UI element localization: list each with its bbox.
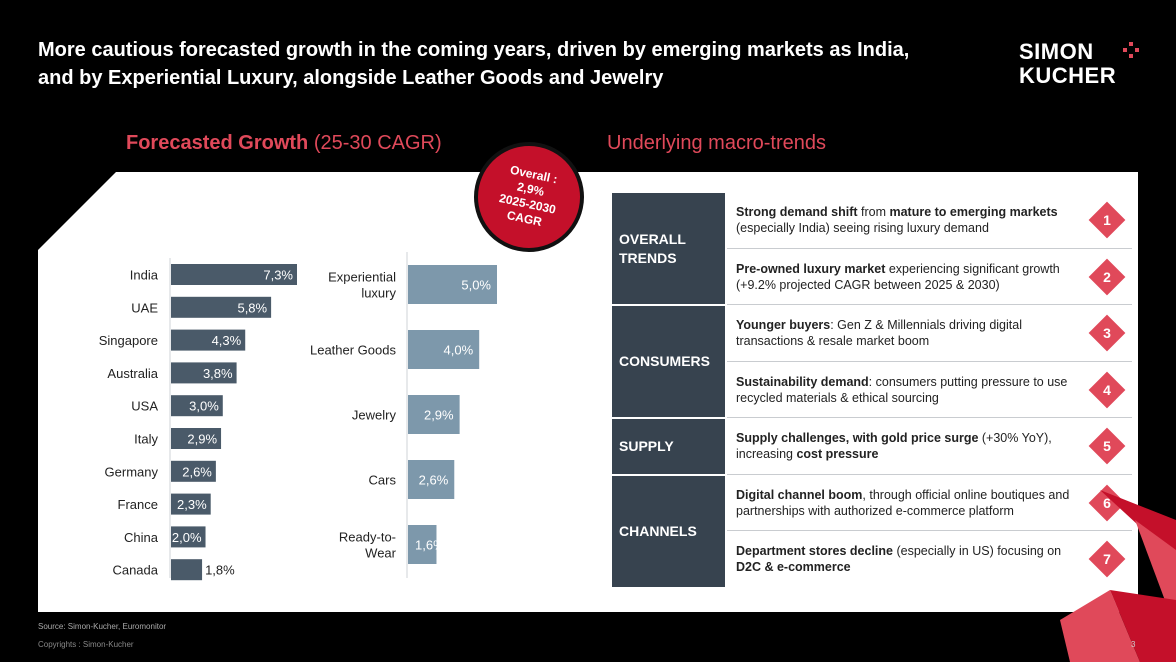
market-bar [171,395,223,417]
category-label: Experiential luxury [328,270,396,301]
market-bar [171,460,216,482]
market-value: 2,3% [177,497,207,512]
market-value: 3,8% [203,366,233,381]
market-value: 1,8% [205,563,235,578]
macro-trends-heading: Underlying macro-trends [607,132,826,154]
trend-row: Pre-owned luxury market experiencing sig… [727,249,1132,305]
trend-category: OVERALL TRENDS [612,193,725,304]
page-number: 3 [1131,640,1136,649]
category-value: 2,6% [419,473,449,488]
trend-text: Strong demand shift from mature to emerg… [736,205,1058,235]
category-label: Leather Goods [310,343,397,358]
market-value: 5,8% [237,300,267,315]
market-bar [171,296,272,318]
copyright-note: Copyrights : Simon-Kucher [38,640,134,649]
trend-text: Pre-owned luxury market experiencing sig… [736,261,1060,292]
category-bar [408,525,437,564]
market-value: 2,0% [172,530,202,545]
market-label: Italy [134,432,158,447]
trend-text: Younger buyers: Gen Z & Millennials driv… [736,318,1022,348]
market-label: Germany [105,464,159,479]
market-bar [171,493,211,515]
trend-number-badge: 1 [1088,201,1126,239]
decorative-shapes [1060,490,1176,662]
market-bar [171,559,203,581]
market-bar [171,428,222,449]
growth-charts: India 7,3% UAE 5,8% Singapore 4,3% Australia 3,… [99,252,497,581]
source-note: Source: Simon-Kucher, Euromonitor [38,622,167,631]
category-value: 2,9% [424,408,454,423]
logo-line-2: KUCHER [1019,63,1117,88]
trend-row: Supply challenges, with gold price surge… [727,418,1132,475]
category-label: Jewelry [352,408,397,423]
trend-category: CHANNELS [612,475,725,587]
trend-row: Department stores decline (especially in… [727,531,1132,588]
market-value: 4,3% [212,333,242,348]
market-bar [171,264,297,285]
market-label: USA [131,399,158,414]
category-bar [408,330,480,369]
trend-text: Digital channel boom, through official o… [736,487,1070,518]
market-label: Singapore [99,333,158,348]
trend-category: CONSUMERS [612,306,725,417]
trend-number-badge: 5 [1088,427,1126,465]
market-label: France [118,497,158,512]
trend-row: Strong demand shift from mature to emerg… [727,192,1132,249]
market-value: 2,6% [182,464,212,479]
trend-text: Supply challenges, with gold price surge… [736,431,1052,461]
trend-number-badge: 3 [1088,314,1126,352]
market-label: China [124,530,159,545]
logo-diamond-icon [1123,42,1139,58]
category-bar [408,265,497,304]
market-label: UAE [131,300,158,315]
market-value: 2,9% [187,432,217,447]
trend-row: Sustainability demand: consumers putting… [727,362,1132,418]
market-label: Canada [112,563,158,578]
category-label: Cars [369,473,397,488]
category-value: 4,0% [444,343,474,358]
brand-logo: SIMON KUCHER [1019,39,1139,88]
trend-category: SUPPLY [612,419,725,474]
slide-title: More cautious forecasted growth in the c… [38,39,910,89]
market-label: Australia [107,366,158,381]
trend-text: Department stores decline (especially in… [736,544,1062,574]
trend-row: Younger buyers: Gen Z & Millennials driv… [727,305,1132,362]
trend-number-badge: 2 [1088,258,1126,295]
market-bar [171,526,206,548]
category-bar [408,395,460,434]
trend-text: Sustainability demand: consumers putting… [736,374,1068,405]
category-value: 5,0% [461,278,491,293]
category-label: Ready-to-Wear [339,530,397,561]
market-bar [171,329,246,351]
market-bar [171,362,237,384]
market-value: 3,0% [189,399,219,414]
logo-line-1: SIMON [1019,39,1094,64]
market-value: 7,3% [263,268,293,283]
trend-row: Digital channel boom, through official o… [727,475,1132,531]
category-bar [408,460,455,499]
market-label: India [130,268,159,283]
category-value: 1,6% [415,538,445,553]
forecast-heading: Forecasted Growth (25-30 CAGR) [126,132,442,154]
trend-number-badge: 4 [1088,371,1126,408]
